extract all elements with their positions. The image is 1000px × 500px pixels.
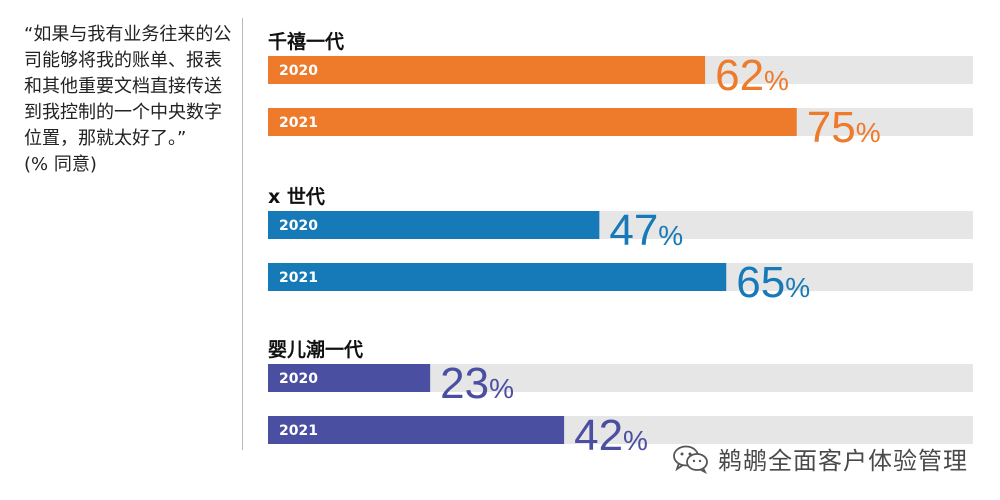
bar-value-label: 23% [440, 359, 514, 408]
bar-value-label: 62% [715, 51, 789, 100]
bar [268, 263, 727, 291]
bar-year-label: 2020 [279, 63, 318, 79]
group-title: 婴儿潮一代 [268, 339, 363, 361]
bar-value-label: 65% [736, 258, 810, 307]
bar-value-label: 75% [807, 103, 881, 152]
bar-value-label: 47% [609, 206, 683, 255]
bar-year-label: 2021 [279, 270, 318, 286]
watermark-text: 鹈鹕全面客户体验管理 [718, 447, 968, 475]
quote-text: “如果与我有业务往来的公司能够将我的账单、报表和其他重要文档直接传送到我控制的一… [24, 24, 232, 149]
bar-value-label: 42% [574, 411, 648, 460]
bar-year-label: 2021 [279, 115, 318, 131]
bar [268, 108, 797, 136]
bar-year-label: 2020 [279, 218, 318, 234]
bar [268, 416, 565, 444]
quote-note: (% 同意) [24, 154, 97, 175]
wechat-icon [673, 445, 708, 474]
quote-block: “如果与我有业务往来的公司能够将我的账单、报表和其他重要文档直接传送到我控制的一… [24, 22, 232, 178]
bar-year-label: 2020 [279, 371, 318, 387]
vertical-divider [242, 18, 243, 450]
bar-year-label: 2021 [279, 423, 318, 439]
group-title: x 世代 [268, 186, 325, 208]
bar [268, 56, 706, 84]
bar [268, 364, 431, 392]
bar [268, 211, 600, 239]
group-title: 千禧一代 [268, 30, 344, 53]
watermark: 鹈鹕全面客户体验管理 [672, 441, 968, 476]
